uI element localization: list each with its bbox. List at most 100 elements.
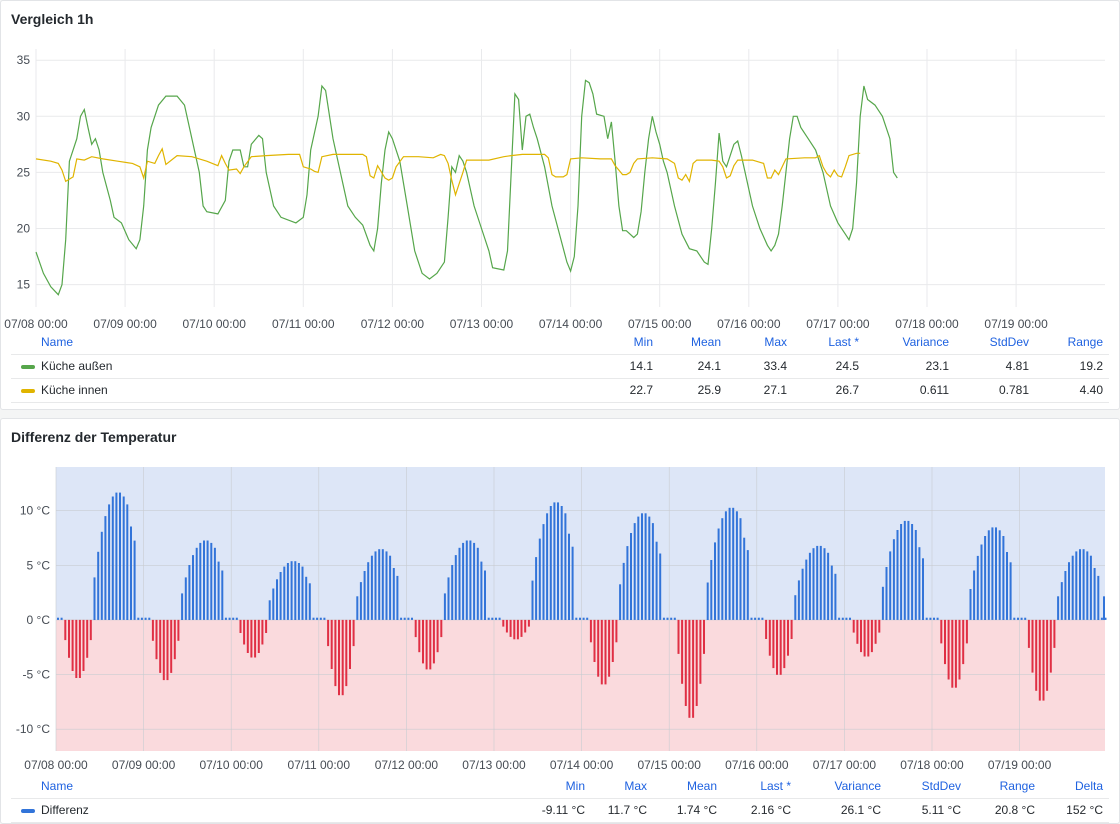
bar xyxy=(312,617,315,620)
legend-col-min[interactable]: Min xyxy=(565,779,585,793)
bar xyxy=(860,619,862,653)
bar xyxy=(973,570,976,620)
series-mean: 24.1 xyxy=(697,359,721,373)
bar xyxy=(250,619,253,658)
legend-col-variance[interactable]: Variance xyxy=(834,779,881,793)
bar xyxy=(856,619,859,644)
legend-col-last[interactable]: Last * xyxy=(828,335,859,349)
bar xyxy=(812,548,815,620)
legend-col-mean[interactable]: Mean xyxy=(690,335,721,349)
bar xyxy=(783,619,786,669)
bar xyxy=(936,617,939,620)
bar xyxy=(944,619,946,665)
bar xyxy=(97,551,100,620)
bar xyxy=(575,617,578,620)
bar xyxy=(64,619,67,641)
bar xyxy=(1013,617,1016,620)
bar xyxy=(192,555,194,620)
bar xyxy=(57,617,59,620)
x-tick-label: 07/17 00:00 xyxy=(806,317,870,331)
bar xyxy=(662,617,665,620)
bar xyxy=(1093,568,1096,620)
bar xyxy=(571,546,574,620)
bar xyxy=(958,619,961,680)
bar xyxy=(122,496,125,620)
legend-col-name[interactable]: Name xyxy=(41,779,74,793)
legend-col-max[interactable]: Max xyxy=(764,335,787,349)
bar xyxy=(670,617,673,620)
legend-col-range[interactable]: Range xyxy=(999,779,1035,793)
bar xyxy=(465,540,468,620)
legend-col-variance[interactable]: Variance xyxy=(902,335,949,349)
bar xyxy=(100,531,103,620)
legend-col-min[interactable]: Min xyxy=(633,335,653,349)
bar xyxy=(564,513,567,620)
series-last: 26.7 xyxy=(835,383,859,397)
bar xyxy=(962,619,965,665)
bar xyxy=(553,502,556,620)
bar xyxy=(184,577,187,620)
bar xyxy=(137,617,140,620)
bar xyxy=(867,619,870,657)
bar xyxy=(531,580,534,620)
bar xyxy=(374,551,377,620)
series-variance: 0.611 xyxy=(919,383,949,397)
legend-col-stddev[interactable]: StdDev xyxy=(921,779,961,793)
bar xyxy=(389,555,392,620)
bar xyxy=(166,619,169,681)
x-tick-label: 07/09 00:00 xyxy=(112,758,176,772)
bar xyxy=(838,617,841,620)
legend-col-last[interactable]: Last * xyxy=(760,779,791,793)
bar xyxy=(907,520,910,620)
legend-col-name[interactable]: Name xyxy=(41,335,74,349)
legend-col-mean[interactable]: Mean xyxy=(686,779,717,793)
bar xyxy=(987,530,990,620)
bar xyxy=(1002,536,1005,620)
threshold-positive-area xyxy=(56,467,1105,620)
bar xyxy=(1009,562,1012,620)
legend-row[interactable]: Differenz -9.11 °C 11.7 °C 1.74 °C 2.16 … xyxy=(11,799,1109,823)
bar xyxy=(436,619,439,653)
bar xyxy=(305,576,308,620)
bar xyxy=(1031,619,1034,673)
bar xyxy=(903,520,906,620)
bar xyxy=(257,619,260,653)
line-chart[interactable]: 15 20 25 30 35 07/08 00:00 07/09 00:00 07/10 00… xyxy=(1,1,1119,341)
bar xyxy=(140,617,143,620)
series-min: 22.7 xyxy=(629,383,653,397)
bar xyxy=(495,617,497,620)
legend-col-max[interactable]: Max xyxy=(624,779,647,793)
bar xyxy=(724,511,727,620)
bar xyxy=(491,617,494,620)
bar xyxy=(735,511,738,620)
bar xyxy=(549,506,552,620)
bar xyxy=(505,619,508,633)
bar xyxy=(637,516,640,620)
legend-col-delta[interactable]: Delta xyxy=(1074,779,1103,793)
bar xyxy=(933,617,935,620)
legend-row[interactable]: Küche innen 22.7 25.9 27.1 26.7 0.611 0.… xyxy=(11,379,1109,403)
bar xyxy=(648,516,651,620)
bar xyxy=(359,582,362,620)
x-tick-label: 07/18 00:00 xyxy=(895,317,959,331)
bar xyxy=(717,528,720,620)
panel-title: Differenz der Temperatur xyxy=(11,429,177,445)
legend-col-range[interactable]: Range xyxy=(1067,335,1103,349)
bar xyxy=(338,619,340,696)
bar xyxy=(929,617,932,620)
bar xyxy=(849,617,851,620)
bar xyxy=(615,619,618,643)
bar xyxy=(378,549,381,620)
bar xyxy=(772,619,775,669)
bar xyxy=(75,619,78,678)
bar-chart[interactable]: -10 °C -5 °C 0 °C 5 °C 10 °C 07/08 00:00 07/09… xyxy=(1,419,1119,779)
bar xyxy=(411,617,413,620)
series-max: 27.1 xyxy=(763,383,787,397)
legend-row[interactable]: Küche außen 14.1 24.1 33.4 24.5 23.1 4.8… xyxy=(11,355,1109,379)
bar xyxy=(622,562,625,620)
x-tick-label: 07/10 00:00 xyxy=(199,758,263,772)
legend-col-stddev[interactable]: StdDev xyxy=(989,335,1029,349)
bar xyxy=(228,617,231,620)
bar xyxy=(568,533,570,620)
series-variance: 26.1 °C xyxy=(840,803,881,817)
